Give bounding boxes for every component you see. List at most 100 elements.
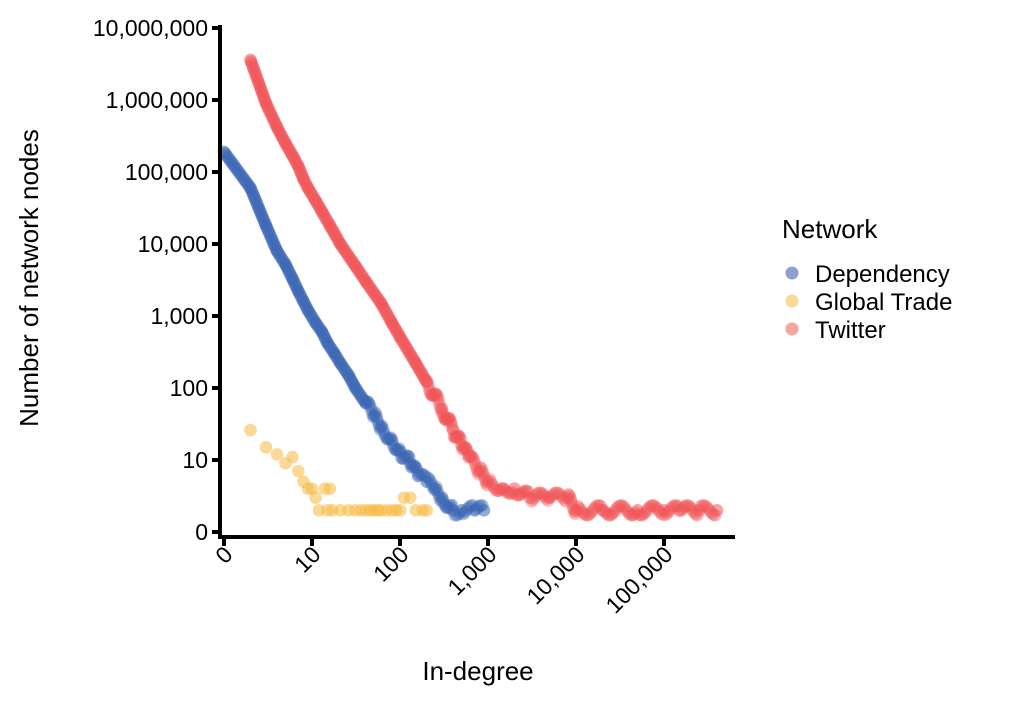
data-point <box>319 333 333 347</box>
data-point <box>540 492 553 506</box>
data-point <box>660 507 674 520</box>
data-point <box>591 499 605 512</box>
data-point <box>543 491 556 504</box>
data-point <box>441 412 455 425</box>
data-point <box>345 254 359 267</box>
data-point <box>255 208 268 221</box>
data-point <box>321 336 334 350</box>
data-point <box>307 313 321 327</box>
data-point <box>347 378 361 392</box>
data-point <box>275 130 289 143</box>
data-point <box>551 486 564 500</box>
data-point <box>293 287 307 301</box>
data-point <box>294 165 307 179</box>
data-point <box>335 240 349 253</box>
data-point <box>246 59 259 73</box>
data-point <box>337 242 351 256</box>
data-point <box>569 504 583 517</box>
data-point <box>356 393 370 406</box>
data-point <box>251 73 265 87</box>
data-point <box>335 359 349 373</box>
data-point <box>261 101 275 114</box>
data-point <box>387 440 401 454</box>
data-point <box>329 229 343 243</box>
data-point <box>267 237 281 251</box>
data-point <box>293 164 307 177</box>
data-point <box>375 298 389 312</box>
data-point <box>234 168 247 181</box>
data-point <box>512 489 526 502</box>
data-point <box>296 169 309 183</box>
data-point <box>465 449 478 463</box>
data-point <box>688 506 701 520</box>
data-point <box>236 171 250 185</box>
data-point <box>245 56 258 70</box>
data-point <box>438 499 452 512</box>
data-point <box>561 491 574 504</box>
x-tick-label: 10 <box>289 541 325 577</box>
data-point <box>373 423 387 437</box>
data-point <box>257 213 270 227</box>
data-point <box>345 375 359 389</box>
data-point <box>519 484 533 498</box>
data-point <box>686 504 700 518</box>
data-point <box>452 429 465 442</box>
data-point <box>283 266 296 280</box>
data-point <box>370 410 384 424</box>
data-point <box>439 500 453 514</box>
data-point <box>247 63 261 77</box>
data-point <box>399 340 413 354</box>
data-point <box>266 234 280 248</box>
data-point <box>398 339 412 352</box>
data-point <box>372 417 385 431</box>
data-point <box>472 468 485 481</box>
data-point <box>463 500 476 513</box>
data-point <box>413 468 426 482</box>
data-point <box>377 302 391 316</box>
data-point <box>258 216 272 230</box>
data-point <box>453 506 467 520</box>
data-point <box>353 266 366 279</box>
data-point <box>593 499 606 512</box>
data-point <box>522 485 535 499</box>
data-point <box>299 299 313 313</box>
data-point <box>349 260 363 274</box>
data-point <box>537 488 550 502</box>
data-point <box>435 491 449 504</box>
data-point <box>631 504 644 517</box>
data-point <box>402 344 415 358</box>
data-point <box>309 316 322 330</box>
data-point <box>484 475 498 488</box>
data-point <box>306 190 320 203</box>
data-point <box>405 460 419 474</box>
data-point <box>252 202 266 216</box>
data-point <box>567 502 580 516</box>
data-point <box>451 508 465 521</box>
data-point <box>363 398 376 411</box>
data-point <box>294 289 307 302</box>
data-point <box>382 432 396 446</box>
data-point <box>345 374 358 388</box>
data-point <box>281 141 295 154</box>
data-point <box>226 158 240 171</box>
data-point <box>425 388 438 402</box>
data-point <box>326 224 340 238</box>
data-point <box>257 91 271 104</box>
data-point <box>334 237 347 251</box>
data-point <box>431 392 445 406</box>
data-point <box>292 464 305 478</box>
data-point <box>445 498 459 512</box>
data-point <box>354 267 367 280</box>
data-point <box>586 503 600 517</box>
data-point <box>422 472 436 486</box>
data-point <box>270 243 283 256</box>
x-tick-label: 100 <box>368 541 414 587</box>
data-point <box>339 364 353 378</box>
data-point <box>376 422 390 436</box>
data-point <box>248 191 261 205</box>
data-point <box>286 450 299 464</box>
data-point <box>589 499 603 513</box>
data-point <box>256 86 269 100</box>
data-point <box>526 493 540 507</box>
data-point <box>420 504 433 517</box>
